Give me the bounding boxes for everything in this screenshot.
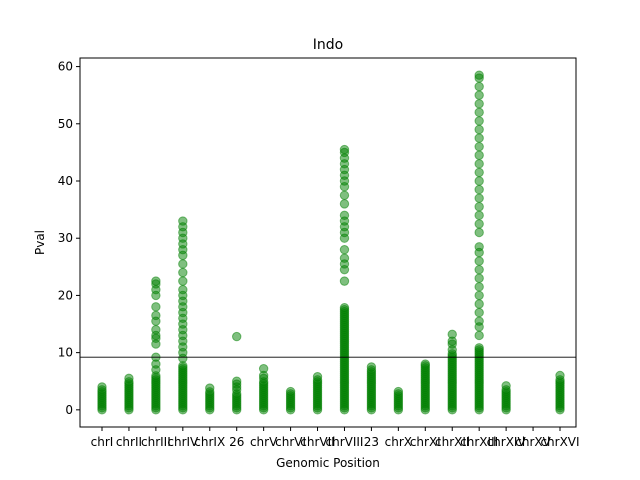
data-point — [178, 267, 188, 278]
data-point — [151, 310, 161, 321]
x-tick-label: chrVI — [275, 435, 306, 449]
data-point — [474, 124, 484, 135]
data-point — [366, 362, 377, 372]
data-point — [474, 167, 484, 178]
data-point — [393, 386, 404, 397]
x-tick-label: chrIX — [194, 435, 225, 449]
data-point — [151, 302, 161, 312]
x-tick-label: chrXIII — [460, 435, 498, 449]
data-point — [474, 107, 484, 118]
data-point — [97, 382, 107, 392]
chart-title: Indo — [313, 37, 343, 53]
data-point — [474, 299, 484, 309]
data-point — [178, 259, 188, 269]
data-point — [474, 70, 484, 80]
data-point — [474, 202, 484, 212]
y-tick-label: 40 — [58, 174, 73, 188]
data-point — [474, 159, 484, 169]
data-point — [205, 383, 215, 393]
data-point — [232, 331, 242, 342]
data-point — [339, 253, 350, 263]
x-tick-label: chrXIV — [487, 435, 527, 449]
x-tick-label: chrVII — [300, 435, 334, 449]
data-point — [474, 116, 484, 126]
x-axis-label: Genomic Position — [276, 456, 380, 470]
x-tick-label: chrIII — [141, 435, 171, 449]
data-point — [474, 264, 484, 275]
data-point — [151, 325, 161, 335]
data-point — [474, 330, 484, 341]
x-tick-label: chrXVI — [540, 435, 579, 449]
data-point — [339, 210, 350, 221]
y-tick-label: 30 — [58, 231, 73, 245]
data-point — [474, 273, 484, 283]
plot-frame — [79, 57, 577, 428]
y-tick-label: 60 — [58, 60, 73, 74]
data-point — [474, 141, 484, 152]
data-point — [232, 376, 242, 386]
data-point — [312, 371, 323, 382]
x-tick-label: chrXII — [435, 435, 469, 449]
data-point — [339, 199, 350, 209]
data-point — [474, 307, 484, 318]
data-point — [474, 90, 484, 100]
data-point — [285, 386, 296, 397]
data-point — [474, 81, 484, 92]
x-tick-label: chrXV — [515, 435, 551, 449]
x-tick-label: chrVIII — [325, 435, 363, 449]
y-tick-label: 0 — [65, 403, 73, 417]
data-point — [339, 190, 350, 201]
data-point — [258, 363, 269, 374]
data-point — [474, 242, 484, 252]
data-point — [151, 276, 161, 286]
y-axis-label: Pval — [33, 230, 47, 255]
x-tick-label: chrII — [116, 435, 142, 449]
data-point — [474, 290, 484, 301]
data-point — [474, 219, 484, 229]
y-tick-label: 10 — [58, 346, 73, 360]
data-point — [474, 316, 484, 326]
data-point — [124, 373, 134, 384]
x-tick-label: chrI — [91, 435, 114, 449]
data-point — [555, 370, 565, 381]
data-point — [501, 381, 511, 391]
data-point — [474, 193, 484, 203]
data-point — [474, 99, 484, 109]
y-tick-label: 20 — [58, 288, 73, 302]
data-point — [178, 216, 188, 226]
x-tick-label: chrXI — [410, 435, 441, 449]
data-point — [178, 284, 188, 295]
y-ticks: 0 10 20 30 40 50 60 — [58, 60, 80, 417]
data-point — [339, 144, 350, 155]
data-point — [420, 359, 430, 369]
data-point — [178, 276, 188, 286]
data-point — [474, 210, 484, 221]
y-tick-label: 50 — [58, 117, 73, 131]
data-point — [474, 176, 484, 186]
data-point — [339, 244, 350, 255]
data-point — [474, 184, 484, 195]
data-point — [474, 256, 484, 266]
data-point — [447, 329, 457, 340]
data-point — [474, 227, 484, 238]
data-point — [474, 133, 484, 143]
x-tick-label: chrV — [250, 435, 278, 449]
data-point — [339, 303, 350, 313]
points-layer — [97, 70, 565, 415]
data-point — [474, 343, 484, 353]
x-tick-label: chrX — [385, 435, 412, 449]
x-tick-label: chrIV — [167, 435, 199, 449]
data-point — [474, 150, 484, 160]
data-point — [474, 282, 484, 292]
x-tick-label: 23 — [364, 435, 379, 449]
data-point — [339, 276, 350, 286]
x-tick-label: 26 — [229, 435, 244, 449]
